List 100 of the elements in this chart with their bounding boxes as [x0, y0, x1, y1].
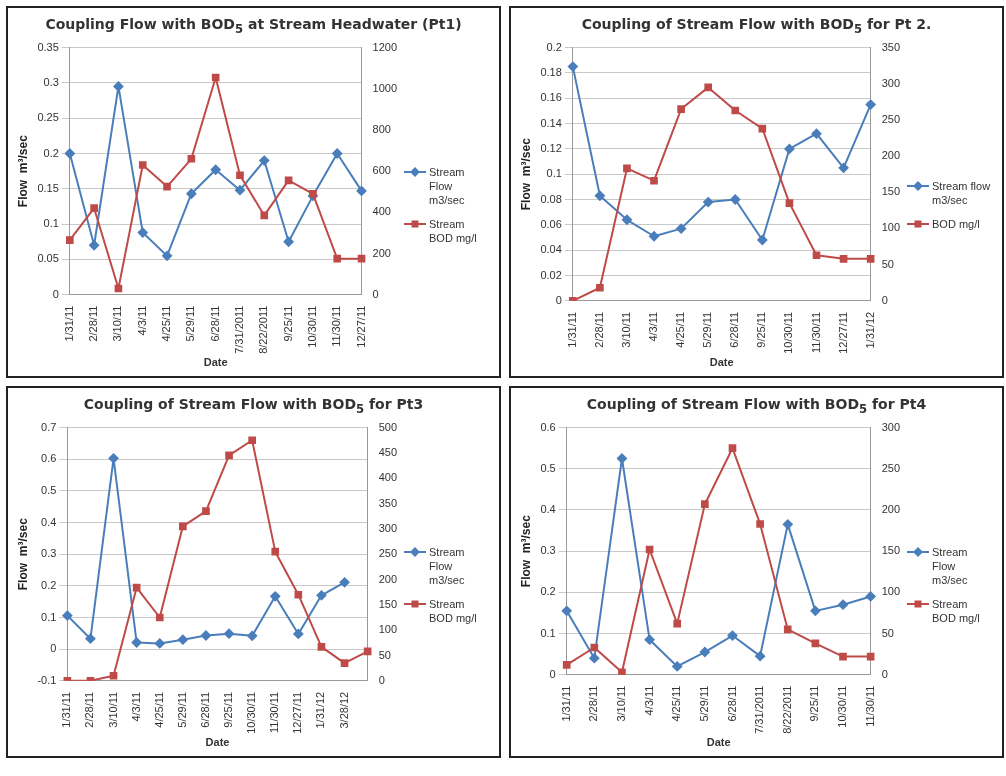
y-tick-label: 0.2 [43, 146, 59, 159]
y-tick-label: 0.02 [540, 268, 562, 281]
y-tick-label: 0.2 [546, 40, 562, 53]
x-tick-label: 4/3/11 [647, 311, 660, 342]
y-axis-title: Flow m³/sec [518, 137, 533, 211]
x-tick-label: 1/31/11 [60, 691, 73, 728]
x-tick-label: 2/28/11 [83, 691, 96, 728]
y-tick-label: 0.14 [540, 116, 562, 129]
y2-tick-label: 250 [881, 461, 901, 474]
y-tick-label: 0.08 [540, 192, 562, 205]
y-tick-label: 0.04 [540, 243, 562, 256]
y2-tick-label: 200 [881, 149, 901, 162]
y2-tick-label: 100 [378, 623, 398, 636]
y-tick-label: 0.4 [41, 515, 57, 528]
x-tick-label: 11/30/11 [330, 305, 343, 347]
x-tick-label: 5/29/11 [184, 305, 197, 342]
x-tick-label: 1/31/12 [863, 311, 876, 349]
y-tick-label: 0 [555, 293, 562, 306]
y-tick-label: 0.16 [540, 91, 562, 104]
y2-tick-label: 600 [372, 164, 391, 177]
x-tick-label: 5/29/11 [701, 311, 714, 348]
y-tick-label: 0.12 [540, 141, 562, 154]
y-tick-label: 0.3 [540, 544, 556, 557]
x-tick-label: 9/25/11 [222, 691, 235, 728]
y2-tick-label: 100 [881, 221, 901, 234]
y2-tick-label: 0 [881, 667, 888, 680]
x-tick-label: 2/28/11 [587, 685, 600, 722]
y2-tick-label: 400 [372, 205, 391, 218]
y-tick-label: 0 [52, 287, 59, 300]
y2-tick-label: 450 [378, 445, 398, 458]
x-tick-label: 4/25/11 [670, 685, 683, 722]
x-tick-label: 8/22/2011 [257, 305, 270, 354]
x-tick-label: 3/10/11 [614, 685, 627, 722]
x-tick-label: 11/30/11 [268, 691, 281, 733]
y2-tick-label: 50 [881, 257, 894, 270]
x-tick-label: 10/30/11 [305, 305, 318, 348]
x-tick-label: 12/27/11 [291, 691, 304, 734]
y2-tick-label: 100 [881, 585, 901, 598]
y2-tick-label: 350 [881, 40, 901, 53]
x-tick-label: 9/25/11 [755, 311, 768, 348]
legend-label: Stream BOD mg/l [429, 217, 478, 245]
x-tick-label: 1/31/11 [559, 685, 572, 722]
y-tick-label: 0.5 [540, 461, 556, 474]
x-tick-label: 4/3/11 [129, 691, 142, 722]
y2-tick-label: 300 [881, 76, 901, 89]
y-tick-label: 0.4 [540, 502, 556, 515]
y2-tick-label: 800 [372, 122, 391, 135]
x-tick-label: 9/25/11 [281, 305, 294, 342]
x-tick-label: 6/28/11 [198, 691, 211, 728]
y2-tick-label: 300 [881, 420, 901, 433]
y-tick-label: 0.35 [37, 40, 59, 53]
y-tick-label: 0.3 [43, 75, 59, 88]
y-tick-label: 0.15 [37, 181, 59, 194]
y-tick-label: 0.2 [540, 585, 556, 598]
x-tick-label: 6/28/11 [725, 685, 738, 722]
y-tick-label: 0.7 [41, 420, 57, 433]
y2-tick-label: 0 [378, 673, 385, 686]
legend-label: Stream BOD mg/l [429, 597, 478, 625]
y-tick-label: 0.25 [37, 111, 59, 124]
x-tick-label: 1/31/12 [314, 691, 327, 729]
y-tick-label: 0.18 [540, 65, 562, 78]
y2-tick-label: 200 [881, 502, 901, 515]
y-tick-label: 0.5 [41, 483, 57, 496]
x-tick-label: 12/27/11 [836, 311, 849, 354]
legend-label: BOD mg/l [932, 217, 981, 231]
x-axis-title: Date [709, 356, 734, 369]
x-tick-label: 7/31/2011 [233, 305, 246, 354]
y2-tick-label: 400 [378, 471, 398, 484]
x-tick-label: 12/27/11 [354, 305, 367, 348]
y2-tick-label: 1200 [372, 40, 398, 53]
x-tick-label: 11/30/11 [809, 311, 822, 353]
y-tick-label: 0.3 [41, 547, 57, 560]
x-tick-label: 3/10/11 [619, 311, 632, 348]
x-tick-label: 10/30/11 [836, 685, 849, 728]
y2-tick-label: 50 [881, 626, 894, 639]
chart-title: Coupling of Stream Flow with BOD$_{5}$ for Pt 2. [580, 15, 933, 38]
legend-label: Stream BOD mg/l [932, 597, 981, 625]
chart-title: Coupling Flow with BOD$_{5}$ at Stream Headwater (Pt1) [44, 15, 463, 38]
y2-tick-label: 200 [372, 246, 391, 259]
y2-tick-label: 150 [881, 185, 901, 198]
legend-label: Stream Flow m3/sec [429, 545, 466, 587]
y2-tick-label: 50 [378, 648, 391, 661]
legend-label: Stream Flow m3/sec [429, 165, 466, 207]
y-tick-label: 0.1 [43, 217, 59, 230]
y-tick-label: -0.1 [37, 673, 57, 686]
x-tick-label: 3/10/11 [106, 691, 119, 728]
y2-tick-label: 300 [378, 521, 398, 534]
x-tick-label: 2/28/11 [592, 311, 605, 348]
y-tick-label: 0.05 [37, 252, 59, 265]
x-tick-label: 6/28/11 [208, 305, 221, 342]
x-tick-label: 5/29/11 [175, 691, 188, 728]
legend-label: Stream Flow m3/sec [932, 545, 969, 587]
y2-tick-label: 150 [881, 544, 901, 557]
y-tick-label: 0.06 [540, 217, 562, 230]
y-tick-label: 0 [549, 667, 556, 680]
y2-tick-label: 250 [881, 112, 901, 125]
x-tick-label: 9/25/11 [808, 685, 821, 722]
x-tick-label: 2/28/11 [87, 305, 100, 342]
y2-tick-label: 500 [378, 420, 398, 433]
chart-title: Coupling of Stream Flow with BOD$_{5}$ for Pt3 [82, 395, 425, 418]
